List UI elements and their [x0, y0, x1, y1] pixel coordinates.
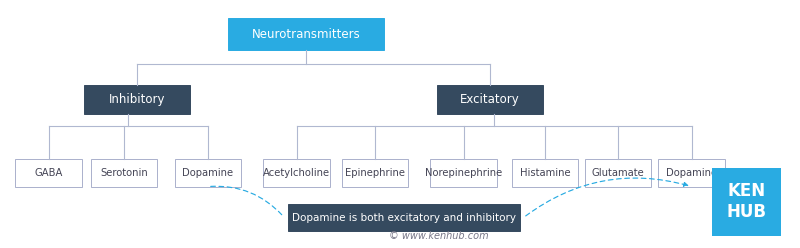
Text: Neurotransmitters: Neurotransmitters: [251, 28, 360, 41]
FancyBboxPatch shape: [430, 159, 497, 186]
Text: © www.kenhub.com: © www.kenhub.com: [390, 231, 489, 241]
Text: Inhibitory: Inhibitory: [109, 93, 166, 106]
FancyBboxPatch shape: [585, 159, 651, 186]
FancyBboxPatch shape: [658, 159, 725, 186]
FancyBboxPatch shape: [85, 85, 190, 114]
Text: Serotonin: Serotonin: [100, 168, 148, 178]
FancyBboxPatch shape: [288, 204, 519, 231]
FancyBboxPatch shape: [15, 159, 82, 186]
FancyBboxPatch shape: [174, 159, 242, 186]
FancyBboxPatch shape: [712, 168, 781, 236]
Text: Histamine: Histamine: [520, 168, 570, 178]
Text: Acetylcholine: Acetylcholine: [263, 168, 330, 178]
Text: Dopamine: Dopamine: [182, 168, 234, 178]
Text: KEN
HUB: KEN HUB: [726, 182, 766, 221]
Text: GABA: GABA: [34, 168, 63, 178]
Text: Excitatory: Excitatory: [460, 93, 520, 106]
Text: Epinephrine: Epinephrine: [345, 168, 405, 178]
FancyBboxPatch shape: [90, 159, 158, 186]
Text: Glutamate: Glutamate: [591, 168, 644, 178]
FancyBboxPatch shape: [512, 159, 578, 186]
FancyBboxPatch shape: [438, 85, 543, 114]
FancyBboxPatch shape: [263, 159, 330, 186]
Text: Dopamine: Dopamine: [666, 168, 718, 178]
Text: Dopamine is both excitatory and inhibitory: Dopamine is both excitatory and inhibito…: [292, 213, 516, 222]
Text: Norepinephrine: Norepinephrine: [425, 168, 502, 178]
FancyBboxPatch shape: [227, 18, 384, 50]
FancyBboxPatch shape: [342, 159, 408, 186]
